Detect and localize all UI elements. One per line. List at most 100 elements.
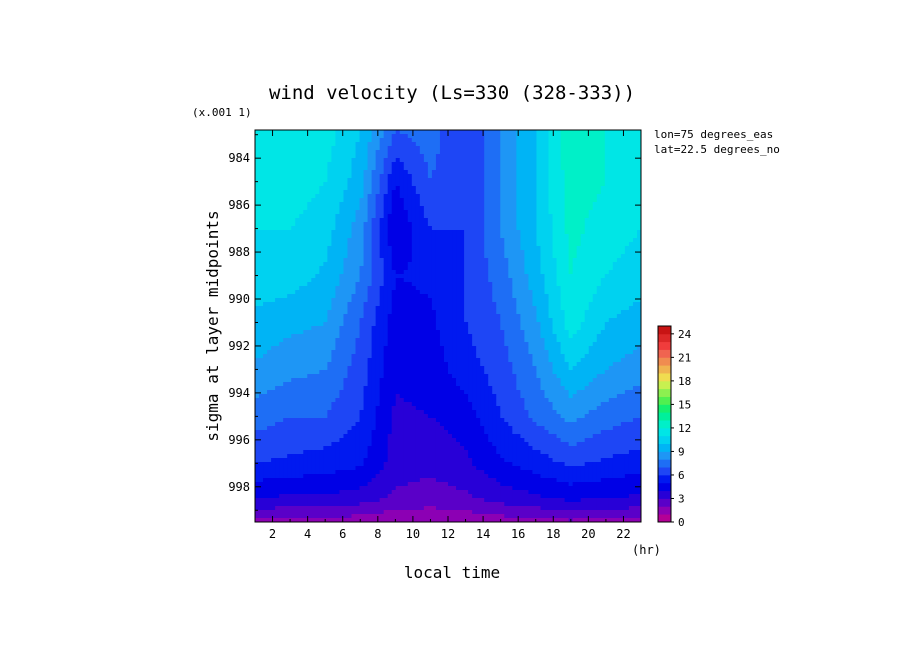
field-cell: [536, 146, 542, 151]
field-cell: [552, 262, 558, 267]
field-cell: [588, 234, 594, 239]
field-cell: [275, 142, 280, 147]
field-cell: [544, 322, 550, 327]
field-cell: [536, 226, 542, 231]
field-cell: [504, 182, 509, 187]
field-cell: [255, 334, 260, 339]
field-cell: [335, 278, 341, 283]
field-cell: [371, 190, 377, 195]
field-cell: [468, 290, 473, 295]
field-cell: [351, 326, 357, 331]
field-cell: [572, 286, 578, 291]
field-cell: [443, 310, 449, 315]
field-cell: [415, 178, 421, 183]
field-cell: [536, 194, 542, 199]
field-cell: [407, 318, 413, 323]
field-cell: [415, 130, 421, 135]
field-cell: [339, 250, 345, 255]
field-cell: [584, 238, 590, 243]
field-cell: [271, 182, 276, 187]
field-cell: [419, 278, 425, 283]
field-cell: [560, 134, 566, 139]
field-cell: [263, 154, 268, 159]
field-cell: [616, 174, 622, 179]
field-cell: [476, 254, 481, 259]
field-cell: [335, 214, 341, 219]
field-cell: [427, 210, 433, 215]
field-cell: [576, 250, 582, 255]
field-cell: [275, 174, 280, 179]
field-cell: [452, 210, 457, 215]
field-cell: [399, 242, 405, 247]
field-cell: [343, 190, 349, 195]
field-cell: [263, 266, 268, 271]
field-cell: [508, 250, 513, 255]
field-cell: [339, 198, 345, 203]
field-cell: [488, 194, 493, 199]
field-cell: [592, 138, 598, 143]
field-cell: [259, 174, 264, 179]
field-cell: [460, 278, 465, 283]
field-cell: [291, 190, 296, 195]
field-cell: [592, 174, 598, 179]
field-cell: [319, 202, 324, 207]
field-cell: [419, 274, 425, 279]
field-cell: [460, 238, 465, 243]
field-cell: [564, 278, 570, 283]
field-cell: [600, 214, 606, 219]
field-cell: [335, 302, 341, 307]
field-cell: [544, 166, 550, 171]
field-cell: [504, 206, 509, 211]
field-cell: [452, 206, 457, 211]
field-cell: [552, 130, 558, 135]
field-cell: [564, 230, 570, 235]
field-cell: [548, 250, 554, 255]
field-cell: [423, 166, 429, 171]
field-cell: [423, 314, 429, 319]
field-cell: [496, 314, 501, 319]
field-cell: [435, 214, 441, 219]
field-cell: [347, 218, 353, 223]
field-cell: [363, 198, 369, 203]
field-cell: [472, 142, 477, 147]
field-cell: [592, 314, 598, 319]
field-cell: [291, 282, 296, 287]
field-cell: [604, 178, 610, 183]
field-cell: [516, 198, 521, 203]
field-cell: [604, 282, 610, 287]
field-cell: [351, 222, 357, 227]
field-cell: [552, 202, 558, 207]
field-cell: [552, 142, 558, 147]
field-cell: [431, 334, 437, 339]
field-cell: [387, 238, 393, 243]
field-cell: [403, 318, 409, 323]
field-cell: [351, 210, 357, 215]
field-cell: [624, 234, 630, 239]
field-cell: [319, 318, 324, 323]
field-cell: [275, 262, 280, 267]
field-cell: [464, 226, 469, 231]
field-cell: [383, 190, 389, 195]
field-cell: [407, 282, 413, 287]
field-cell: [423, 306, 429, 311]
field-cell: [580, 194, 586, 199]
field-cell: [572, 334, 578, 339]
field-cell: [556, 186, 562, 191]
field-cell: [628, 162, 634, 167]
field-cell: [572, 210, 578, 215]
field-cell: [359, 138, 365, 143]
field-cell: [291, 270, 296, 275]
field-cell: [411, 146, 417, 151]
field-cell: [299, 178, 304, 183]
field-cell: [259, 306, 264, 311]
field-cell: [443, 162, 449, 167]
field-cell: [299, 242, 304, 247]
field-cell: [419, 170, 425, 175]
field-cell: [295, 298, 300, 303]
field-cell: [604, 222, 610, 227]
field-cell: [347, 310, 353, 315]
field-cell: [528, 314, 534, 319]
field-cell: [339, 186, 345, 191]
field-cell: [468, 182, 473, 187]
field-cell: [439, 278, 445, 283]
